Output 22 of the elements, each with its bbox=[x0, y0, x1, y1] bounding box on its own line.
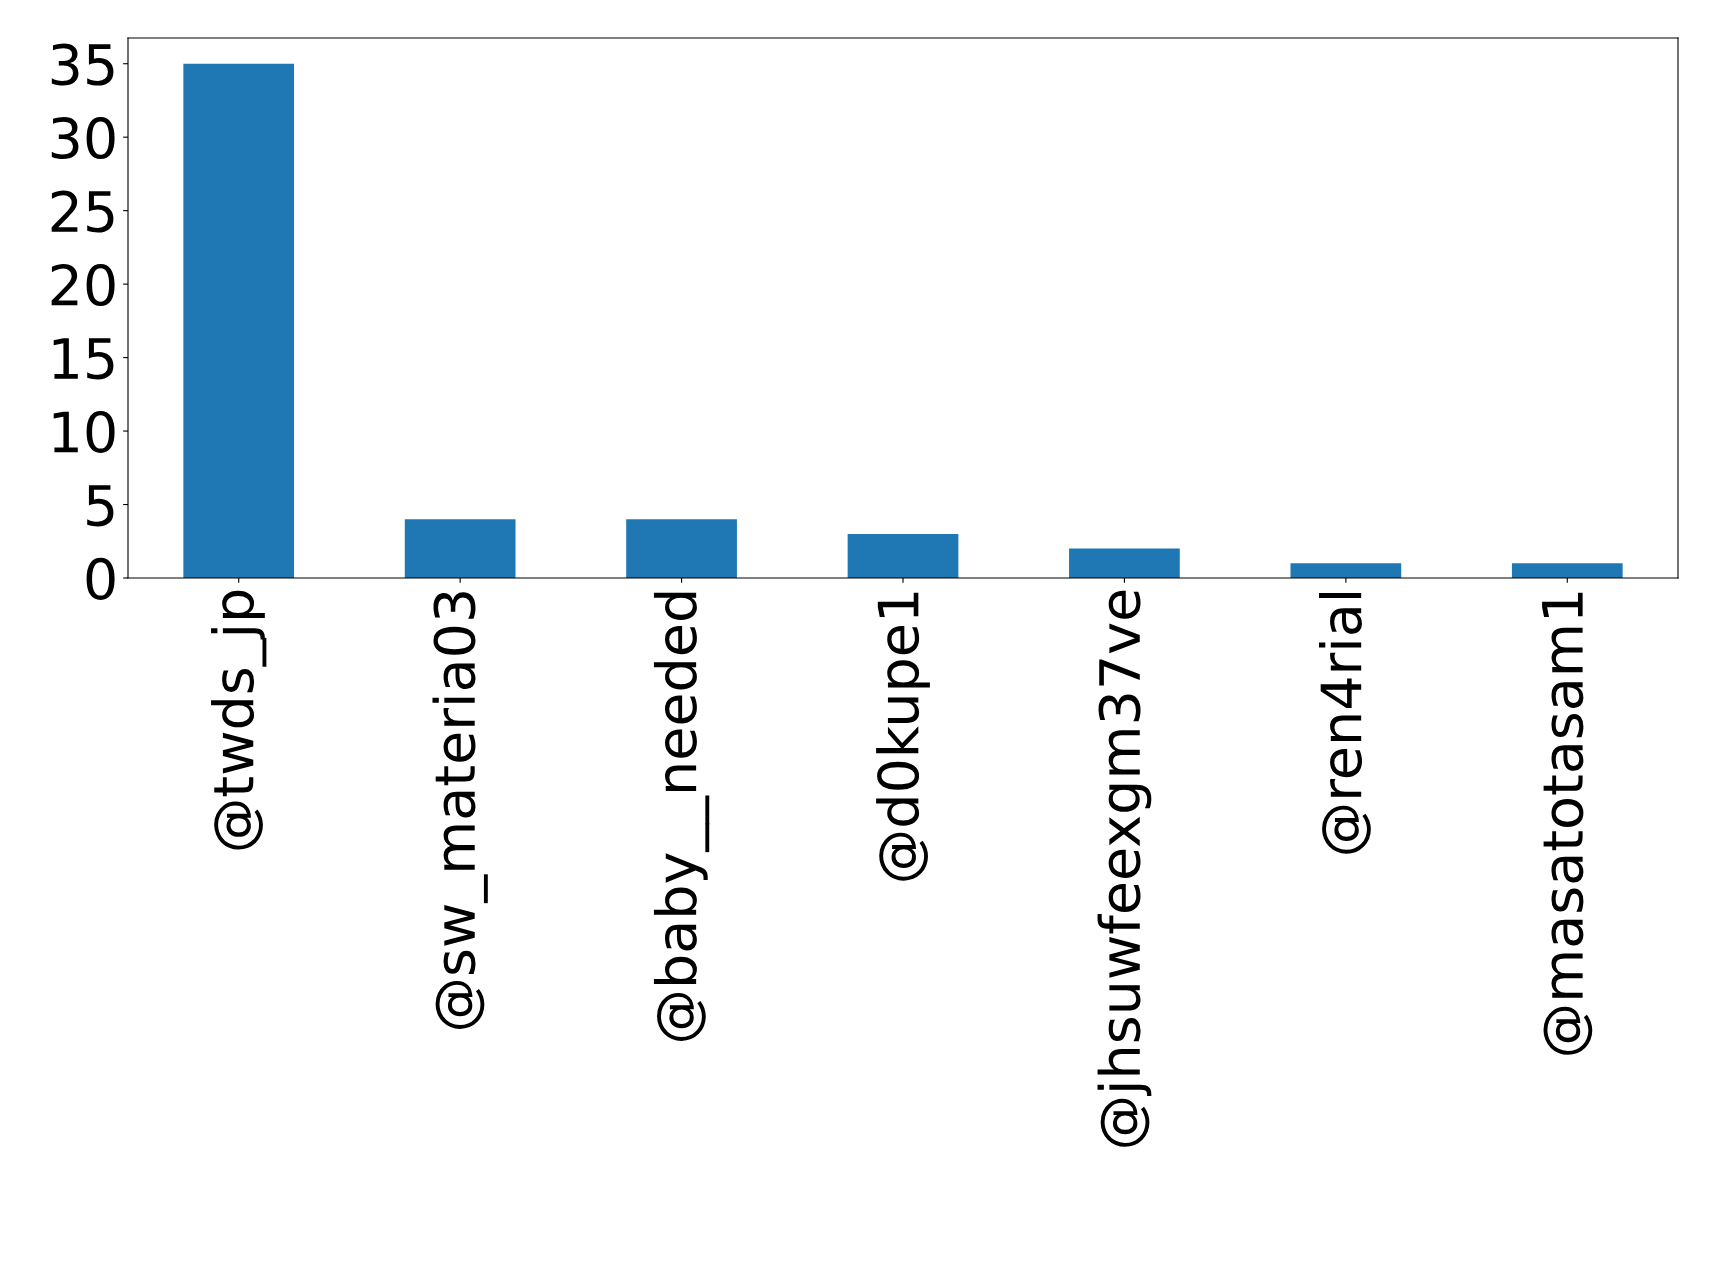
bar bbox=[1290, 563, 1402, 578]
x-tick-label: @baby__needed bbox=[653, 592, 710, 1041]
y-tick-label: 30 bbox=[51, 117, 115, 160]
x-tick-label: @masatotasam1 bbox=[1542, 592, 1593, 1055]
bar bbox=[1069, 548, 1180, 578]
x-tick-label: @jhsuwfeexgm37ve bbox=[1097, 590, 1152, 1147]
y-tick-label: 20 bbox=[51, 264, 115, 307]
y-tick-label: 0 bbox=[86, 557, 115, 600]
y-tick-label: 10 bbox=[53, 410, 115, 453]
bar bbox=[404, 519, 516, 578]
y-tick-label: 25 bbox=[51, 190, 114, 233]
y-tick-label: 35 bbox=[51, 43, 114, 86]
bar bbox=[626, 519, 737, 578]
bar bbox=[1511, 563, 1623, 578]
y-tick-label: 5 bbox=[87, 485, 114, 527]
bar bbox=[847, 533, 959, 578]
x-tick-label: @twds_jp bbox=[211, 590, 267, 850]
x-tick-label: @sw_materia03 bbox=[432, 592, 488, 1029]
bar bbox=[183, 63, 295, 578]
y-tick-label: 15 bbox=[53, 338, 114, 380]
x-tick-label: @d0kupe1 bbox=[876, 592, 930, 881]
x-tick-label: @ren4rial bbox=[1318, 592, 1371, 854]
